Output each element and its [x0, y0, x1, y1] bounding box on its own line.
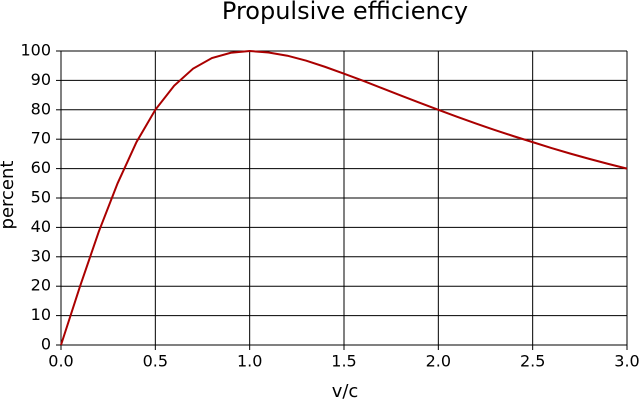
y-tick-label: 30	[31, 246, 51, 265]
y-tick-label: 50	[31, 188, 51, 207]
x-tick-label: 2.5	[520, 352, 545, 371]
y-tick-label: 100	[20, 41, 51, 60]
chart-title: Propulsive efficiency	[222, 0, 468, 25]
y-tick-label: 80	[31, 99, 51, 118]
y-tick-label: 0	[41, 335, 51, 354]
y-tick-label: 40	[31, 217, 51, 236]
x-tick-label: 1.5	[331, 352, 356, 371]
x-tick-label: 1.0	[237, 352, 262, 371]
x-axis-label: v/c	[332, 381, 359, 400]
data-line	[60, 49, 628, 346]
y-tick-label: 70	[31, 129, 51, 148]
x-tick-label: 0.5	[143, 352, 168, 371]
x-tick-label: 2.0	[426, 352, 451, 371]
y-tick-label: 60	[31, 158, 51, 177]
y-tick-label: 20	[31, 276, 51, 295]
x-tick-label: 3.0	[614, 352, 639, 371]
y-tick-label: 10	[31, 305, 51, 324]
x-tick-label: 0.0	[48, 352, 73, 371]
y-axis-label: percent	[0, 161, 18, 230]
y-tick-label: 90	[31, 70, 51, 89]
